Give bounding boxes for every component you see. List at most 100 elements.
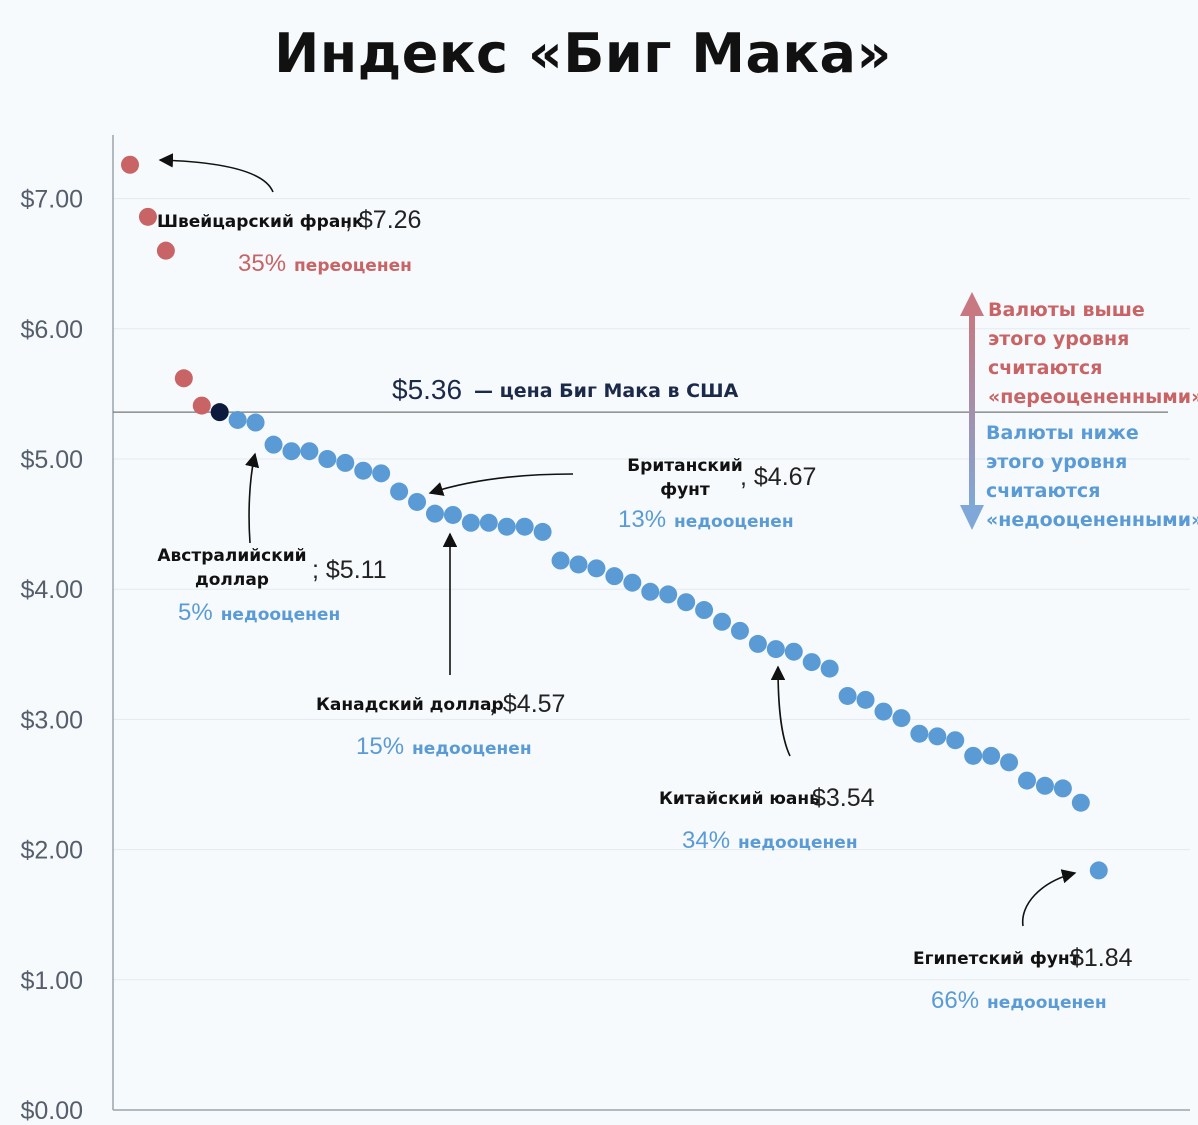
annotation-valuation-word: недооценен [987, 993, 1107, 1013]
annotation-percent: 5% недооценен [178, 599, 340, 626]
annotation-name-line: Швейцарский франк [157, 212, 364, 232]
data-point [802, 653, 821, 672]
data-point [174, 369, 193, 388]
chart-title: Индекс «Биг Мака» [274, 22, 892, 85]
data-point [300, 442, 319, 461]
data-point [695, 601, 714, 620]
legend-under-text: Валюты ниже этого уровня считаются «недооце… [986, 422, 1198, 531]
legend-under-line: считаются [986, 480, 1100, 502]
legend-over-line: Валюты выше [988, 299, 1145, 321]
data-point [533, 522, 552, 541]
data-point [1071, 793, 1090, 812]
data-point [1089, 861, 1108, 880]
annotation-percent: 13% недооценен [618, 506, 794, 533]
annotation-valuation-word: недооценен [738, 833, 858, 853]
annotation-arrows [158, 153, 1077, 927]
data-point [210, 403, 229, 422]
data-point [1018, 771, 1036, 790]
data-point [569, 555, 588, 574]
legend-over-line: этого уровня [988, 328, 1129, 350]
annotation-currency-name: Швейцарский франк [157, 212, 364, 232]
data-point [892, 709, 911, 728]
data-point [479, 513, 498, 532]
annotation-price: $3.54 [812, 784, 875, 812]
data-point [820, 659, 839, 678]
annotation-name-line: Египетский фунт [913, 949, 1080, 969]
data-point [659, 585, 678, 604]
annotation-name-line: доллар [195, 570, 269, 590]
data-point [551, 551, 570, 570]
data-point [354, 461, 373, 480]
legend-arrow-up-head [960, 292, 984, 316]
annotation-price: , $7.26 [345, 206, 421, 234]
data-point [1000, 753, 1019, 772]
data-point [228, 410, 247, 429]
y-tick-label: $2.00 [20, 837, 83, 865]
data-point [515, 517, 534, 536]
annotation-currency-name: Австралийский доллар [157, 546, 306, 590]
data-point [336, 453, 355, 472]
data-point [766, 640, 785, 659]
valuation-legend: Валюты выше этого уровня считаются «переоце… [960, 292, 1198, 531]
data-point [408, 492, 427, 511]
data-point [928, 727, 947, 746]
annotation-valuation-word: переоценен [294, 256, 412, 276]
axis-layer: $0.00 $1.00 $2.00 $3.00 $4.00 $5.00 $6.00 $7.00 [20, 135, 1190, 1125]
annotation-name-line: Китайский юань [659, 789, 820, 809]
data-point [982, 746, 1001, 765]
data-point [497, 517, 516, 536]
data-point [641, 582, 660, 601]
data-point [246, 413, 265, 432]
annotation-valuation-word: недооценен [221, 605, 341, 625]
data-point [874, 702, 893, 721]
annotation-currency-name: Китайский юань [659, 789, 820, 809]
annotation-valuation-word: недооценен [674, 512, 794, 532]
data-point [838, 686, 857, 705]
data-point [192, 396, 211, 415]
legend-over-line: считаются [988, 357, 1102, 379]
data-point [623, 573, 642, 592]
data-point [713, 612, 732, 631]
legend-over-text: Валюты выше этого уровня считаются «переоце… [988, 299, 1198, 408]
data-points [121, 155, 1108, 880]
annotation-arrow [1021, 869, 1077, 927]
annotation-percent: 35% переоценен [238, 250, 412, 277]
grid-layer [113, 198, 1190, 981]
annotation-arrow [428, 473, 574, 496]
data-point [946, 731, 965, 750]
data-point [677, 593, 696, 612]
y-tick-label: $4.00 [20, 576, 83, 604]
annotation-name-line: Британский [627, 456, 743, 476]
legend-under-line: Валюты ниже [986, 422, 1139, 444]
y-tick-label: $7.00 [20, 186, 83, 214]
data-point [748, 634, 767, 653]
data-point [390, 482, 409, 501]
data-point [264, 435, 283, 454]
annotation-name-line: Австралийский [157, 546, 306, 566]
legend-arrow-down-head [960, 505, 984, 530]
annotation-price: , $4.57 [489, 690, 565, 718]
data-point [372, 464, 391, 483]
data-point [730, 621, 749, 640]
annotation-arrow [245, 452, 260, 544]
annotation-percent: 15% недооценен [356, 733, 532, 760]
annotation-arrow [158, 153, 274, 193]
data-point [856, 690, 875, 709]
data-point [443, 505, 462, 524]
annotation-valuation-word: недооценен [412, 739, 532, 759]
data-point [784, 642, 803, 661]
data-point [910, 724, 929, 743]
data-point [121, 155, 139, 174]
legend-over-line: «переоцененными» [988, 386, 1198, 408]
data-point [1035, 776, 1054, 795]
data-point [282, 442, 301, 461]
data-point [425, 504, 444, 523]
data-point [964, 746, 983, 765]
data-point [1053, 779, 1072, 798]
legend-under-line: этого уровня [986, 451, 1127, 473]
legend-under-line: «недооцененными» [986, 509, 1198, 531]
annotation-name-line: Канадский доллар [316, 695, 504, 715]
y-tick-label: $5.00 [20, 446, 83, 474]
data-point [587, 559, 606, 578]
